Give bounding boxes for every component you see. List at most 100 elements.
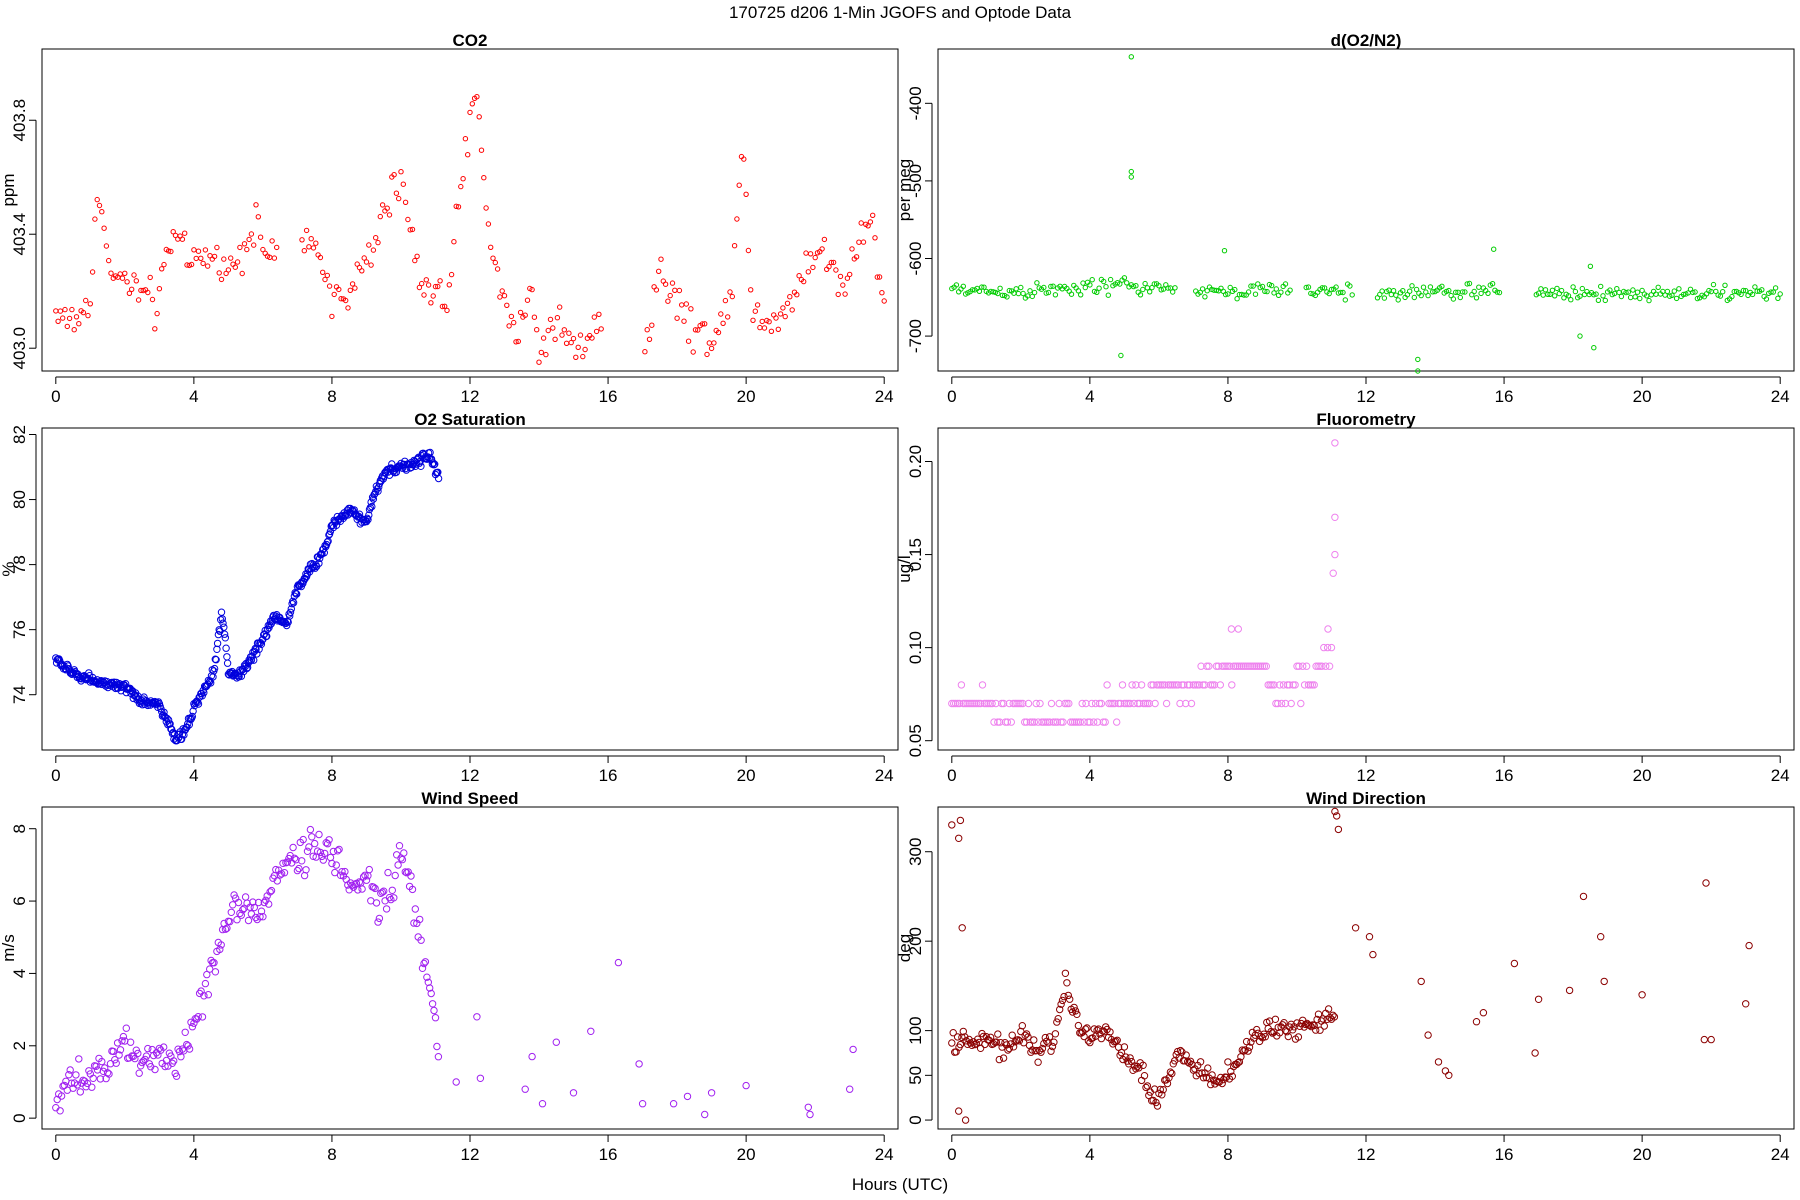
o2n2-point (1199, 286, 1206, 292)
co2-point (499, 288, 505, 294)
co2-point (573, 354, 579, 360)
co2-point (53, 308, 59, 314)
fluor-point (1247, 662, 1255, 670)
wdir-point (995, 1055, 1003, 1064)
fluor-point (953, 699, 962, 708)
wspd-point (374, 918, 382, 926)
wspd-point (378, 888, 386, 896)
fluor-point (996, 718, 1004, 726)
co2-point (658, 256, 664, 262)
o2n2-point (999, 292, 1006, 298)
o2sat-point (212, 656, 220, 664)
co2-point (550, 325, 556, 331)
co2-point (488, 244, 494, 251)
wdir-point (1137, 1076, 1146, 1085)
wspd-point (194, 1013, 202, 1021)
wspd-point (421, 958, 430, 966)
o2n2-point (1540, 292, 1546, 298)
co2-point (690, 349, 696, 355)
wdir-point (1083, 1024, 1091, 1032)
fluor-point (1331, 550, 1339, 559)
wspd-point (418, 964, 427, 972)
co2-point (165, 248, 172, 254)
o2n2-point (1618, 293, 1625, 300)
wspd-y-tick-label: 0 (10, 1113, 29, 1122)
o2n2-title: d(O2/N2) (1331, 31, 1402, 50)
fluor-point (1049, 718, 1058, 726)
fluor-point (963, 699, 971, 708)
co2-point (504, 302, 510, 308)
o2n2-point (1250, 283, 1256, 289)
co2-point (352, 285, 358, 291)
co2-point (211, 253, 218, 260)
wdir-point (1168, 1069, 1176, 1078)
wspd-point (358, 885, 366, 893)
co2-point (129, 286, 135, 292)
wspd-point (142, 1052, 151, 1060)
co2-point (821, 236, 828, 243)
co2-point (766, 319, 772, 325)
co2-point (442, 303, 448, 309)
fluor-point (1028, 718, 1037, 726)
co2-plot-frame (41, 48, 899, 372)
o2n2-point (969, 287, 976, 293)
co2-point (156, 286, 163, 292)
co2-x-tick-label: 12 (461, 387, 480, 406)
co2-point (257, 234, 264, 240)
fluor-point (1258, 662, 1267, 670)
wdir-point (1070, 1003, 1078, 1012)
fluor-point (1111, 699, 1119, 708)
wspd-point (88, 1083, 96, 1091)
o2n2-point (1390, 288, 1397, 294)
co2-point (715, 329, 722, 336)
o2n2-point (1420, 284, 1427, 290)
co2-point (214, 244, 220, 251)
wspd-point (112, 1059, 120, 1067)
wdir-point (1334, 825, 1343, 834)
wdir-plot-frame (937, 806, 1795, 1130)
co2-point (349, 281, 356, 287)
wspd-point (528, 1052, 536, 1061)
o2sat-point (219, 619, 227, 627)
co2-point (508, 313, 515, 320)
o2n2-point (1147, 289, 1153, 295)
fluor-point (1245, 662, 1253, 670)
co2-point (702, 321, 708, 327)
o2sat-point (287, 605, 295, 613)
fluor-x-tick-label: 16 (1495, 766, 1514, 785)
co2-point (336, 286, 342, 293)
wspd-point (299, 835, 307, 844)
co2-point (649, 322, 655, 328)
o2n2-point (1137, 292, 1144, 298)
fluor-point (1017, 699, 1025, 708)
fluor-x-tick-label: 12 (1357, 766, 1376, 785)
co2-point (837, 273, 844, 280)
fluor-point (1097, 699, 1106, 708)
o2sat-point (365, 511, 373, 519)
fluor-point (1143, 699, 1152, 708)
co2-point (124, 279, 130, 285)
co2-point (241, 241, 248, 247)
wdir-point (1700, 1035, 1709, 1044)
o2n2-panel: d(O2/N2) per meg 0 4 8 12 16 20 24 -700 -600 -500 -4… (895, 31, 1795, 406)
co2-point (796, 273, 802, 279)
co2-point (205, 263, 211, 269)
co2-point (347, 287, 353, 293)
wspd-point (587, 1027, 595, 1036)
fluor-point (1099, 718, 1108, 726)
o2sat-point (220, 623, 228, 631)
fluor-point (1304, 681, 1313, 689)
co2-point (363, 259, 370, 265)
o2n2-x-tick-label: 0 (947, 387, 956, 406)
fluor-point (1020, 718, 1029, 726)
o2n2-point (1720, 289, 1726, 295)
fluor-point (1270, 681, 1278, 689)
fluor-point (1323, 643, 1332, 652)
o2n2-point (1080, 280, 1086, 286)
fluor-point (965, 699, 973, 708)
fluor-point (1034, 718, 1042, 726)
fluor-point (1070, 718, 1079, 726)
fluor-point (1022, 718, 1031, 726)
o2n2-point (1646, 297, 1652, 304)
o2n2-point (1393, 292, 1399, 298)
